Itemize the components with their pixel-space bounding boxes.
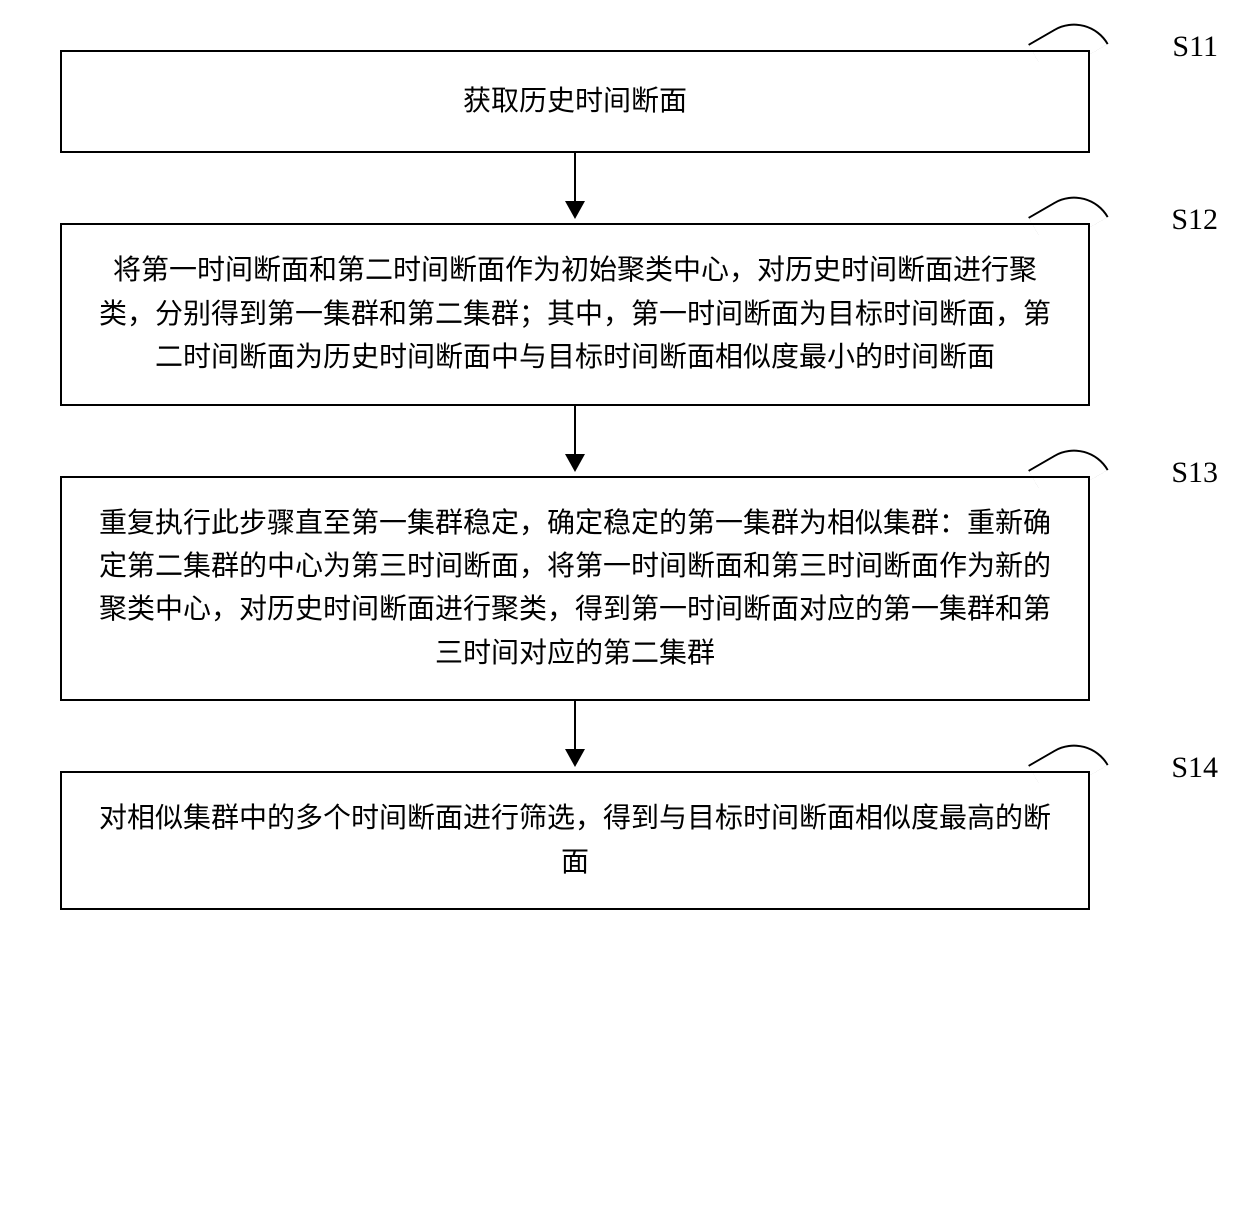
arrow-down-icon: [574, 701, 576, 751]
arrow-down-icon: [574, 406, 576, 456]
flowchart-node-s12: S12 将第一时间断面和第二时间断面作为初始聚类中心，对历史时间断面进行聚类，分…: [60, 223, 1090, 405]
arrow-down-icon: [574, 153, 576, 203]
step-label-s13: S13: [1171, 450, 1218, 497]
node-text-s14: 对相似集群中的多个时间断面进行筛选，得到与目标时间断面相似度最高的断面: [99, 803, 1051, 877]
node-text-s12: 将第一时间断面和第二时间断面作为初始聚类中心，对历史时间断面进行聚类，分别得到第…: [99, 255, 1051, 373]
arrow-container: [60, 701, 1090, 771]
arrow-container: [60, 406, 1090, 476]
flowchart-node-s11: S11 获取历史时间断面: [60, 50, 1090, 153]
step-label-s11: S11: [1172, 24, 1218, 71]
node-text-s13: 重复执行此步骤直至第一集群稳定，确定稳定的第一集群为相似集群：重新确定第二集群的…: [99, 508, 1051, 669]
flowchart-node-s13: S13 重复执行此步骤直至第一集群稳定，确定稳定的第一集群为相似集群：重新确定第…: [60, 476, 1090, 702]
step-label-s14: S14: [1171, 745, 1218, 792]
flowchart-container: S11 获取历史时间断面 S12 将第一时间断面和第二时间断面作为初始聚类中心，…: [60, 50, 1090, 910]
flowchart-node-s14: S14 对相似集群中的多个时间断面进行筛选，得到与目标时间断面相似度最高的断面: [60, 771, 1090, 910]
arrow-container: [60, 153, 1090, 223]
step-label-s12: S12: [1171, 197, 1218, 244]
node-text-s11: 获取历史时间断面: [463, 86, 687, 117]
connector-line: [1028, 9, 1109, 79]
